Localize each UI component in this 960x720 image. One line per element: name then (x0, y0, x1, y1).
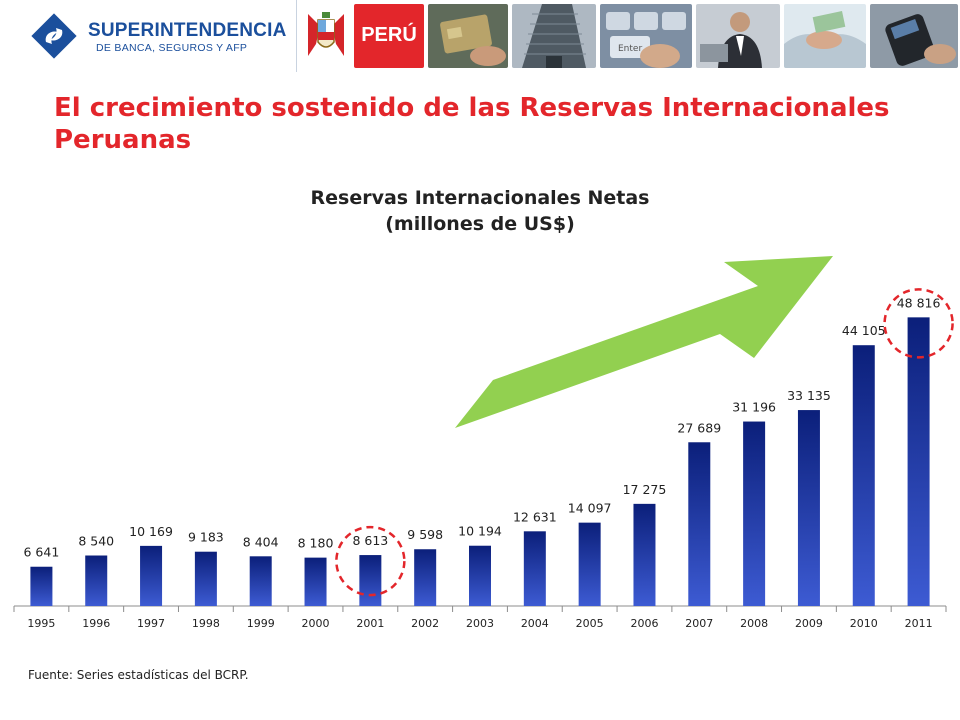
x-tick-label-2001: 2001 (356, 617, 384, 630)
logo-line-1: SUPERINTENDENCIA (88, 20, 287, 41)
bar-2006 (633, 503, 656, 606)
x-tick-label-1999: 1999 (247, 617, 275, 630)
handshake-photo (784, 4, 866, 68)
coat-of-arms-image (302, 4, 350, 68)
bar-2003 (469, 545, 491, 606)
peru-label: PERÚ (361, 24, 417, 46)
credit-card-photo (428, 4, 508, 68)
building-photo (512, 4, 596, 68)
data-label-1997: 10 169 (129, 524, 173, 539)
x-tick-label-1995: 1995 (27, 617, 55, 630)
bar-1995 (30, 566, 53, 606)
bar-1999 (249, 556, 272, 606)
data-label-1995: 6 641 (24, 545, 60, 560)
data-label-2001: 8 613 (352, 533, 388, 548)
growth-arrow (455, 256, 833, 428)
chart-title: Reservas Internacionales Netas (millones… (0, 185, 960, 237)
data-label-2005: 14 097 (568, 501, 612, 516)
x-tick-label-2010: 2010 (850, 617, 878, 630)
card-terminal-photo (870, 4, 958, 68)
bar-2010 (852, 345, 875, 606)
highlight-circle-2001 (335, 525, 406, 597)
chart-title-line-2: (millones de US$) (385, 213, 575, 235)
bar-2002 (414, 549, 437, 606)
header-banner: SUPERINTENDENCIA DE BANCA, SEGUROS Y AFP… (0, 0, 960, 72)
x-tick-label-2006: 2006 (630, 617, 658, 630)
x-tick-label-2003: 2003 (466, 617, 494, 630)
bar-2001 (359, 555, 382, 606)
data-label-2003: 10 194 (458, 524, 502, 539)
keyboard-photo: Enter (600, 4, 692, 68)
bar-1997 (140, 545, 163, 606)
logo-line-2: DE BANCA, SEGUROS Y AFP (96, 42, 248, 54)
data-label-2004: 12 631 (513, 509, 557, 524)
peru-label-box: PERÚ (354, 4, 424, 68)
svg-text:Enter: Enter (618, 44, 642, 54)
x-tick-label-2004: 2004 (521, 617, 549, 630)
data-label-2002: 9 598 (407, 527, 443, 542)
bar-1996 (85, 555, 108, 606)
x-tick-label-2005: 2005 (576, 617, 604, 630)
x-tick-label-1997: 1997 (137, 617, 165, 630)
data-label-1998: 9 183 (188, 530, 224, 545)
bar-2000 (304, 557, 327, 606)
businessman-photo (696, 4, 780, 68)
x-tick-label-1998: 1998 (192, 617, 220, 630)
bar-2005 (578, 522, 601, 606)
data-label-2010: 44 105 (842, 323, 886, 338)
bar-2007 (688, 442, 711, 606)
data-label-2006: 17 275 (623, 482, 667, 497)
x-tick-label-2009: 2009 (795, 617, 823, 630)
data-label-1999: 8 404 (243, 534, 279, 549)
x-tick-label-2002: 2002 (411, 617, 439, 630)
x-tick-label-2011: 2011 (905, 617, 933, 630)
data-label-2000: 8 180 (298, 536, 334, 551)
data-label-2011: 48 816 (897, 295, 941, 310)
x-tick-label-2007: 2007 (685, 617, 713, 630)
data-label-1996: 8 540 (78, 534, 114, 549)
bar-2009 (797, 410, 820, 606)
bar-2004 (523, 531, 546, 606)
data-label-2008: 31 196 (732, 400, 776, 415)
x-tick-label-2000: 2000 (302, 617, 330, 630)
chart-title-line-1: Reservas Internacionales Netas (310, 187, 650, 209)
data-label-2007: 27 689 (677, 420, 721, 435)
x-tick-label-2008: 2008 (740, 617, 768, 630)
data-label-2009: 33 135 (787, 388, 831, 403)
sbs-logo-icon (31, 13, 77, 59)
bar-1998 (194, 551, 217, 606)
x-tick-label-1996: 1996 (82, 617, 110, 630)
highlight-circle-2011 (883, 288, 954, 359)
bar-2008 (743, 421, 766, 606)
bar-2011 (907, 317, 930, 606)
source-note: Fuente: Series estadísticas del BCRP. (28, 668, 249, 682)
sbs-logo: SUPERINTENDENCIA DE BANCA, SEGUROS Y AFP (0, 0, 297, 72)
page-title: El crecimiento sostenido de las Reservas… (54, 93, 890, 155)
